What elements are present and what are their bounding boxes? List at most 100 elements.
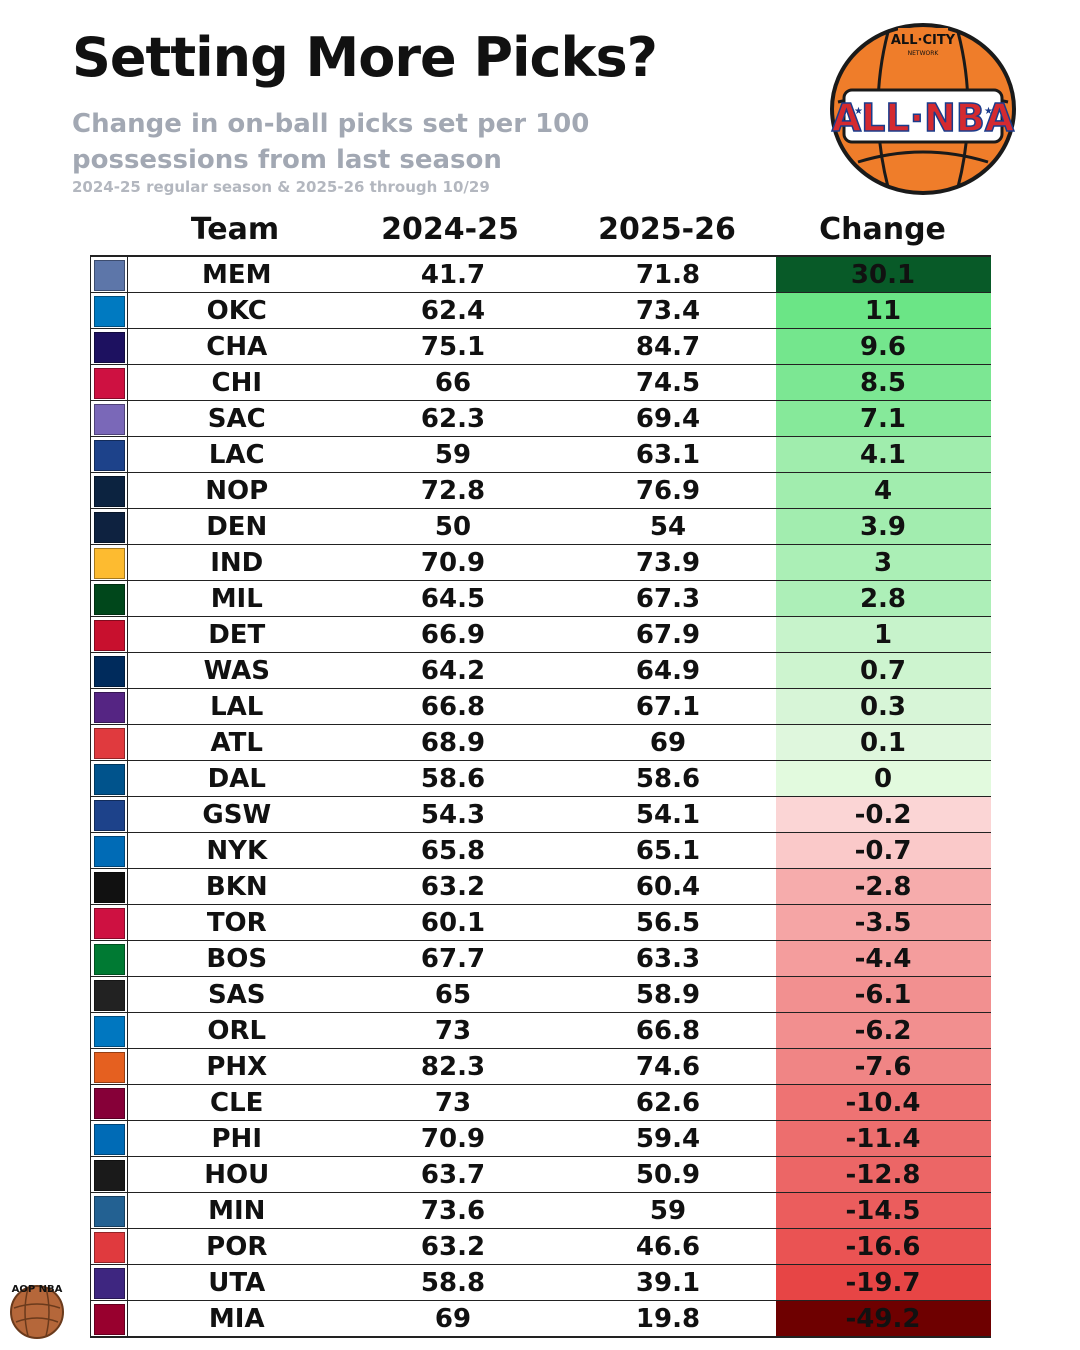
all-nba-logo: ALL·CITY NETWORK ALL·NBA ★ ★ [830,23,1016,195]
value-2025-26: 58.6 [560,760,776,797]
team-logo-cell [90,255,128,293]
team-logo-icon [93,439,125,471]
team-logo-icon [93,655,125,687]
change-value: 2.8 [775,580,991,617]
value-2024-25: 59 [345,436,561,473]
team-name: LAL [127,688,346,725]
value-2024-25: 63.7 [345,1156,561,1193]
value-2025-26: 39.1 [560,1264,776,1301]
value-2025-26: 19.8 [560,1300,776,1338]
table-row: CHA 75.1 84.7 9.6 [90,328,991,365]
team-name: UTA [127,1264,346,1301]
team-logo-icon [93,1123,125,1155]
team-logo-icon [93,1195,125,1227]
value-2025-26: 65.1 [560,832,776,869]
team-logo-icon [93,799,125,831]
value-2025-26: 63.3 [560,940,776,977]
change-value: -4.4 [775,940,991,977]
team-logo-cell [90,328,128,365]
value-2024-25: 41.7 [345,255,561,293]
table-row: SAC 62.3 69.4 7.1 [90,400,991,437]
team-name: NYK [127,832,346,869]
table-row: CHI 66 74.5 8.5 [90,364,991,401]
table-row: BKN 63.2 60.4 -2.8 [90,868,991,905]
change-value: -0.2 [775,796,991,833]
team-logo-icon [93,1159,125,1191]
team-logo-cell [90,436,128,473]
team-name: NOP [127,472,346,509]
change-value: 0.3 [775,688,991,725]
team-logo-cell [90,400,128,437]
table-row: CLE 73 62.6 -10.4 [90,1084,991,1121]
value-2025-26: 74.5 [560,364,776,401]
team-name: POR [127,1228,346,1265]
team-logo-cell [90,688,128,725]
change-value: 9.6 [775,328,991,365]
team-logo-cell [90,1120,128,1157]
team-name: DAL [127,760,346,797]
value-2024-25: 73 [345,1084,561,1121]
table-row: ORL 73 66.8 -6.2 [90,1012,991,1049]
change-value: -3.5 [775,904,991,941]
column-header-team: Team [190,212,280,247]
value-2025-26: 54 [560,508,776,545]
value-2025-26: 84.7 [560,328,776,365]
change-value: -0.7 [775,832,991,869]
value-2024-25: 60.1 [345,904,561,941]
value-2025-26: 73.9 [560,544,776,581]
table-row: ATL 68.9 69 0.1 [90,724,991,761]
value-2025-26: 76.9 [560,472,776,509]
value-2024-25: 67.7 [345,940,561,977]
team-logo-cell [90,868,128,905]
team-logo-icon [93,763,125,795]
table-row: NOP 72.8 76.9 4 [90,472,991,509]
team-logo-cell [90,616,128,653]
table-row: OKC 62.4 73.4 11 [90,292,991,329]
change-value: 4.1 [775,436,991,473]
team-logo-cell [90,1048,128,1085]
value-2024-25: 63.2 [345,1228,561,1265]
team-logo-cell [90,472,128,509]
team-logo-icon [93,727,125,759]
team-name: DEN [127,508,346,545]
value-2024-25: 66.8 [345,688,561,725]
team-logo-icon [93,547,125,579]
picks-table: MEM 41.7 71.8 30.1 OKC 62.4 73.4 11 CHA 75.1 84.7 9… [90,255,991,1338]
table-row: SAS 65 58.9 -6.1 [90,976,991,1013]
value-2024-25: 62.3 [345,400,561,437]
change-value: -6.2 [775,1012,991,1049]
change-value: -11.4 [775,1120,991,1157]
value-2025-26: 64.9 [560,652,776,689]
change-value: 30.1 [775,255,991,293]
value-2024-25: 70.9 [345,544,561,581]
team-name: MIL [127,580,346,617]
team-logo-cell [90,292,128,329]
value-2024-25: 69 [345,1300,561,1338]
team-logo-cell [90,1084,128,1121]
team-logo-cell [90,508,128,545]
value-2025-26: 56.5 [560,904,776,941]
change-value: -49.2 [775,1300,991,1338]
value-2025-26: 59.4 [560,1120,776,1157]
value-2025-26: 67.9 [560,616,776,653]
team-name: HOU [127,1156,346,1193]
team-logo-cell [90,904,128,941]
value-2024-25: 66 [345,364,561,401]
team-logo-icon [93,259,125,291]
team-logo-cell [90,760,128,797]
logo-top-text: ALL·CITY [891,33,956,48]
team-logo-icon [93,511,125,543]
team-logo-cell [90,832,128,869]
change-value: 4 [775,472,991,509]
team-logo-cell [90,1192,128,1229]
team-logo-cell [90,1264,128,1301]
value-2025-26: 60.4 [560,868,776,905]
change-value: -7.6 [775,1048,991,1085]
table-row: MIL 64.5 67.3 2.8 [90,580,991,617]
logo-mid-text: NETWORK [908,50,940,57]
team-logo-icon [93,907,125,939]
team-logo-icon [93,1015,125,1047]
value-2025-26: 59 [560,1192,776,1229]
value-2024-25: 82.3 [345,1048,561,1085]
change-value: 0.1 [775,724,991,761]
